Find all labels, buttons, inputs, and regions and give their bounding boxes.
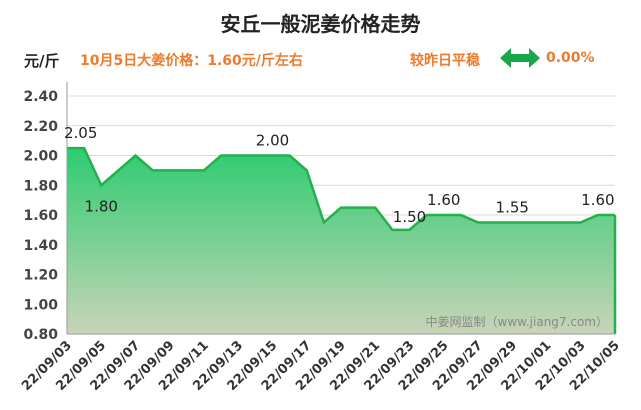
area-fill [67,148,615,334]
change-label: 较昨日平稳 [410,53,480,69]
data-label: 1.55 [496,198,529,216]
y-tick-label: 1.80 [23,178,58,194]
y-tick-label: 1.20 [23,268,58,284]
double-arrow-icon [500,48,540,68]
change-value: 0.00% [546,50,595,66]
data-label: 1.60 [427,191,460,209]
chart-title: 安丘一般泥姜价格走势 [220,12,421,36]
area-series [67,146,617,334]
data-label: 1.60 [581,191,614,209]
price-note: 10月5日大姜价格：1.60元/斤左右 [80,53,303,69]
y-tick-label: 1.60 [23,208,58,224]
data-label: 2.05 [64,124,97,142]
watermark: 中姜网监制（www.jiang7.com） [426,314,608,329]
y-tick-labels: 0.80 1.00 1.20 1.40 1.60 1.80 2.00 2.20 2.40 [23,89,58,343]
x-tick-labels: 22/09/0322/09/0522/09/0722/09/0922/09/11… [19,338,623,394]
data-labels: 2.051.802.001.501.60 1.55 1.60 [64,124,615,226]
data-label: 2.00 [256,132,289,150]
price-line [67,146,615,232]
y-tick-label: 2.00 [23,149,58,165]
y-tick-label: 0.80 [23,327,58,343]
unit-label: 元/斤 [24,52,60,70]
data-label: 1.80 [85,197,118,215]
y-tick-label: 2.40 [23,89,58,105]
y-tick-label: 2.20 [23,119,58,135]
y-tick-label: 1.00 [23,297,58,313]
axes [66,82,615,335]
y-tick-label: 1.40 [23,238,58,254]
data-label: 1.50 [393,208,426,226]
